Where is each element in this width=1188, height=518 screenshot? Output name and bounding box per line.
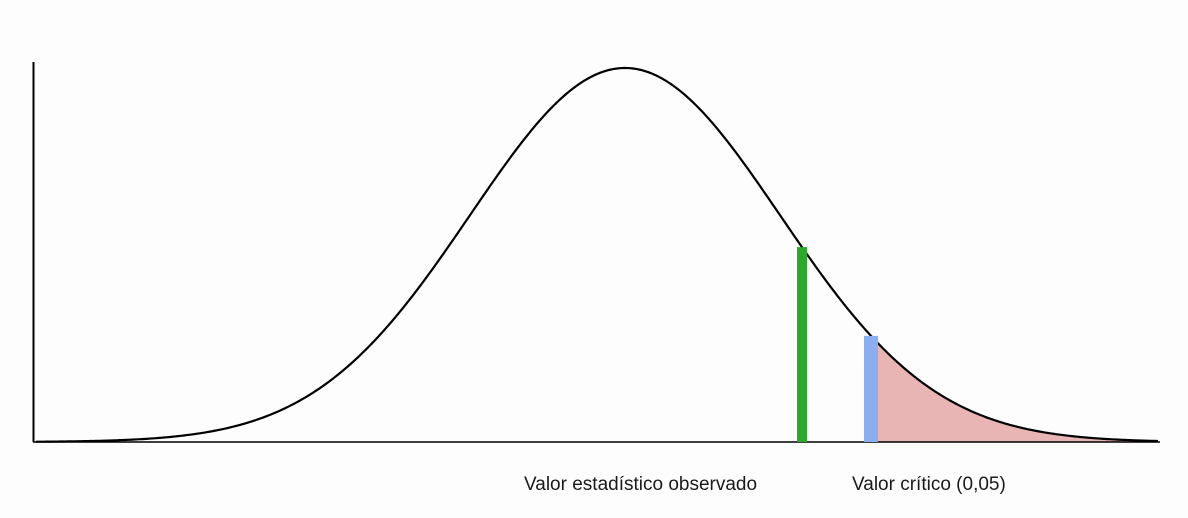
critical-value-marker	[864, 335, 878, 442]
rejection-region-area	[878, 343, 1158, 442]
distribution-curve	[35, 66, 1159, 443]
observed-value-label: Valor estadístico observado	[524, 474, 758, 495]
observed-value-marker	[797, 247, 807, 442]
critical-value-label: Valor crítico (0,05)	[852, 474, 1006, 495]
